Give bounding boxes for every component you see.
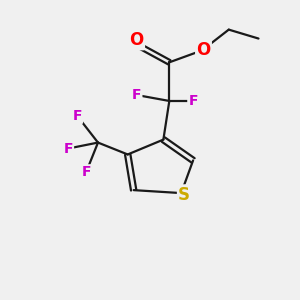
Text: F: F — [81, 165, 91, 179]
Text: F: F — [64, 142, 73, 155]
Text: S: S — [178, 186, 190, 204]
Text: F: F — [72, 109, 82, 123]
Text: F: F — [188, 94, 198, 108]
Text: O: O — [196, 41, 211, 59]
Text: F: F — [132, 88, 141, 102]
Text: O: O — [130, 31, 144, 49]
